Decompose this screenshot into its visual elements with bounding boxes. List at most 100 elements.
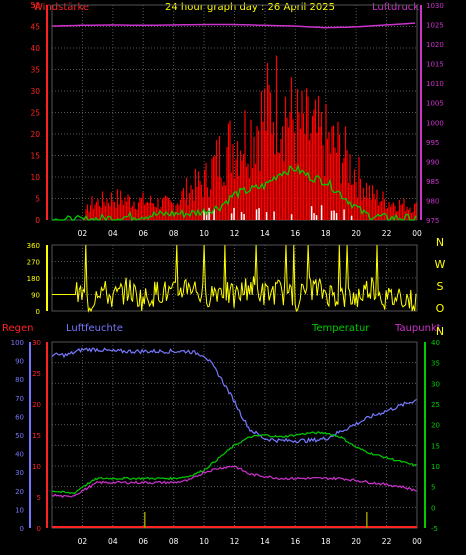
humidity-tick-label: 100	[11, 339, 24, 347]
temperature-tick-label: 35	[431, 360, 440, 368]
pressure-tick-label: 1010	[426, 80, 444, 88]
x-tick-label: 16	[291, 229, 301, 238]
pressure-tick-label: 1030	[426, 2, 444, 10]
pressure-line	[51, 22, 416, 29]
direction-tick-label: 180	[27, 275, 40, 283]
x-tick-label: 06	[138, 229, 148, 238]
humidity-tick-label: 40	[15, 451, 24, 459]
x-tick-label: 06	[138, 537, 148, 546]
x-tick-label: 04	[108, 537, 118, 546]
temperature-tick-label: 15	[431, 442, 440, 450]
wind-average-line	[52, 163, 417, 222]
direction-tick-label: 270	[27, 259, 40, 267]
x-tick-label: 20	[351, 537, 361, 546]
x-tick-label: 22	[382, 229, 392, 238]
temperature-label: Temperatur	[311, 323, 370, 334]
pressure-tick-label: 1005	[426, 100, 444, 108]
x-tick-label: 14	[260, 537, 270, 546]
calm-series	[203, 205, 353, 220]
compass-label-n: N	[436, 236, 444, 249]
humidity-line	[51, 347, 417, 444]
compass-label-n: N	[436, 325, 444, 338]
temperature-tick-label: 0	[431, 504, 435, 512]
compass-label-s: S	[437, 280, 444, 293]
temperature-tick-label: 30	[431, 380, 440, 388]
humidity-tick-label: 80	[15, 376, 24, 384]
pressure-tick-label: 1015	[426, 61, 444, 69]
humidity-tick-label: 90	[15, 358, 24, 366]
rain-tick-label: 15	[32, 432, 41, 440]
direction-tick-label: 0	[36, 308, 40, 316]
x-tick-label: 14	[260, 229, 270, 238]
pressure-tick-label: 985	[426, 178, 439, 186]
rain-tick-label: 5	[37, 494, 41, 502]
pressure-tick-label: 1025	[426, 22, 444, 30]
rain-tick-label: 30	[32, 339, 41, 347]
wind-tick-label: 25	[30, 109, 40, 118]
humidity-tick-label: 60	[15, 413, 24, 421]
chart-title: 24 hour graph day : 26 April 2025	[165, 2, 335, 13]
temperature-line	[51, 431, 417, 495]
temperature-tick-label: 5	[431, 484, 435, 492]
humidity-tick-label: 70	[15, 395, 24, 403]
temperature-tick-label: 40	[431, 339, 440, 347]
humidity-tick-label: 10	[15, 506, 24, 514]
temperature-tick-label: 20	[431, 422, 440, 430]
wind-tick-label: 30	[30, 87, 40, 96]
x-tick-label: 00	[412, 537, 422, 546]
x-tick-label: 18	[321, 537, 331, 546]
direction-tick-label: 90	[31, 292, 40, 300]
x-tick-label: 12	[230, 537, 240, 546]
rain-tick-label: 0	[37, 525, 41, 533]
temperature-tick-label: 25	[431, 401, 440, 409]
pressure-tick-label: 990	[426, 158, 439, 166]
rain-tick-label: 25	[32, 370, 41, 378]
pressure-tick-label: 1020	[426, 41, 444, 49]
pressure-tick-label: 995	[426, 139, 439, 147]
compass-label-w: W	[435, 258, 446, 271]
wind-tick-label: 40	[30, 44, 40, 53]
x-tick-label: 08	[169, 537, 179, 546]
x-tick-label: 10	[199, 537, 209, 546]
humidity-tick-label: 20	[15, 488, 24, 496]
pressure-tick-label: 1000	[426, 119, 444, 127]
x-tick-label: 02	[78, 537, 88, 546]
x-tick-label: 12	[230, 229, 240, 238]
wind-direction-line	[52, 244, 417, 313]
temperature-tick-label: 10	[431, 463, 440, 471]
x-tick-label: 10	[199, 229, 209, 238]
gust-series	[83, 55, 417, 220]
wind-tick-label: 0	[35, 216, 40, 225]
rain-tick-label: 20	[32, 401, 41, 409]
compass-label-o: O	[436, 302, 445, 315]
humidity-tick-label: 50	[15, 432, 24, 440]
wind-tick-label: 10	[30, 173, 40, 182]
direction-tick-label: 360	[27, 242, 40, 250]
wind-axis-title: Windstärke	[33, 2, 89, 13]
humidity-tick-label: 30	[15, 469, 24, 477]
temperature-tick-label: -5	[431, 525, 438, 533]
dewpoint-label: Taupunkt	[394, 323, 441, 334]
pressure-tick-label: 975	[426, 217, 439, 225]
pressure-tick-label: 980	[426, 197, 439, 205]
wind-tick-label: 20	[30, 130, 40, 139]
x-tick-label: 22	[382, 537, 392, 546]
wind-tick-label: 15	[30, 152, 40, 161]
x-tick-label: 04	[108, 229, 118, 238]
wind-tick-label: 45	[30, 23, 40, 32]
x-tick-label: 02	[78, 229, 88, 238]
rain-tick-label: 10	[32, 463, 41, 471]
x-tick-label: 20	[351, 229, 361, 238]
humidity-tick-label: 0	[20, 525, 24, 533]
wind-tick-label: 50	[30, 1, 40, 10]
x-tick-label: 08	[169, 229, 179, 238]
dewpoint-line	[51, 465, 417, 499]
x-tick-label: 18	[321, 229, 331, 238]
rain-label: Regen	[2, 323, 34, 334]
humidity-label: Luftfeuchte	[66, 323, 123, 334]
x-tick-label: 16	[291, 537, 301, 546]
wind-tick-label: 35	[30, 66, 40, 75]
pressure-axis-title: Luftdruck	[372, 2, 419, 13]
wind-tick-label: 5	[35, 195, 40, 204]
